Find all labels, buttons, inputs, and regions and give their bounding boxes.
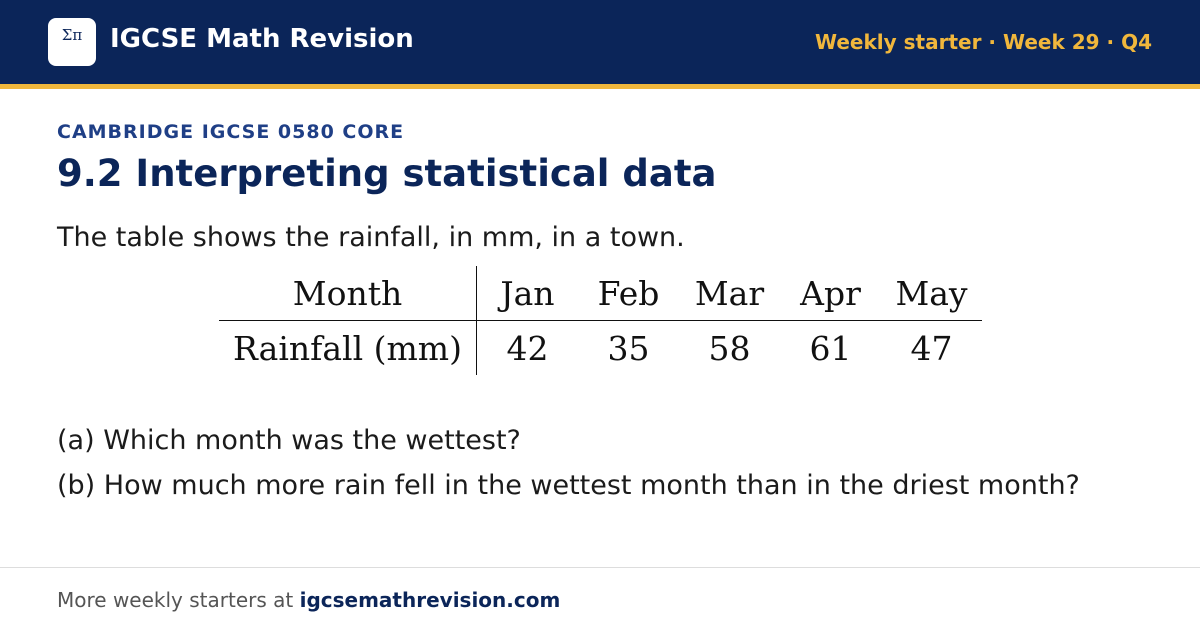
divider: [0, 567, 1200, 568]
table-cell: Feb: [578, 266, 679, 321]
table-cell: 42: [506, 328, 549, 368]
table-cell: Jan: [476, 266, 578, 321]
logo[interactable]: Σπ: [48, 18, 96, 66]
table-cell: 61: [809, 328, 852, 368]
question: (a) Which month was the wettest?: [57, 425, 521, 456]
intro: The table shows the rainfall, in mm, in …: [57, 222, 685, 253]
title: 9.2 Interpreting statistical data: [57, 152, 717, 195]
kicker: CAMBRIDGE IGCSE 0580 CORE: [57, 121, 405, 143]
header-bar: [0, 0, 1200, 84]
table-cell: Rainfall (mm): [219, 320, 477, 375]
table-cell: Mar: [679, 266, 780, 321]
table-cell: May: [881, 266, 982, 321]
logo-symbol: Σπ: [61, 26, 83, 44]
table-cell: 58: [708, 328, 751, 368]
table-cell: 35: [607, 328, 650, 368]
table-row: Month Jan Feb Mar Apr May: [219, 266, 982, 321]
table-cell: 47: [910, 328, 953, 368]
badge: Weekly starter · Week 29 · Q4: [815, 30, 1152, 54]
table-row: Rainfall (mm) 42 35 58 61 47: [219, 320, 982, 375]
site-name[interactable]: IGCSE Math Revision: [110, 24, 414, 54]
footer-link[interactable]: igcsemathrevision.com: [299, 588, 561, 612]
footer: More weekly starters at igcsemathrevisio…: [57, 588, 560, 612]
table-cell: Apr: [780, 266, 881, 321]
question: (b) How much more rain fell in the wette…: [57, 470, 1080, 501]
data-table: Month Jan Feb Mar Apr May Rainfall (mm) 42 35 58 6…: [219, 266, 982, 375]
table-cell: Month: [219, 266, 477, 321]
footer-text: More weekly starters at: [57, 588, 294, 612]
header-accent: [0, 84, 1200, 89]
